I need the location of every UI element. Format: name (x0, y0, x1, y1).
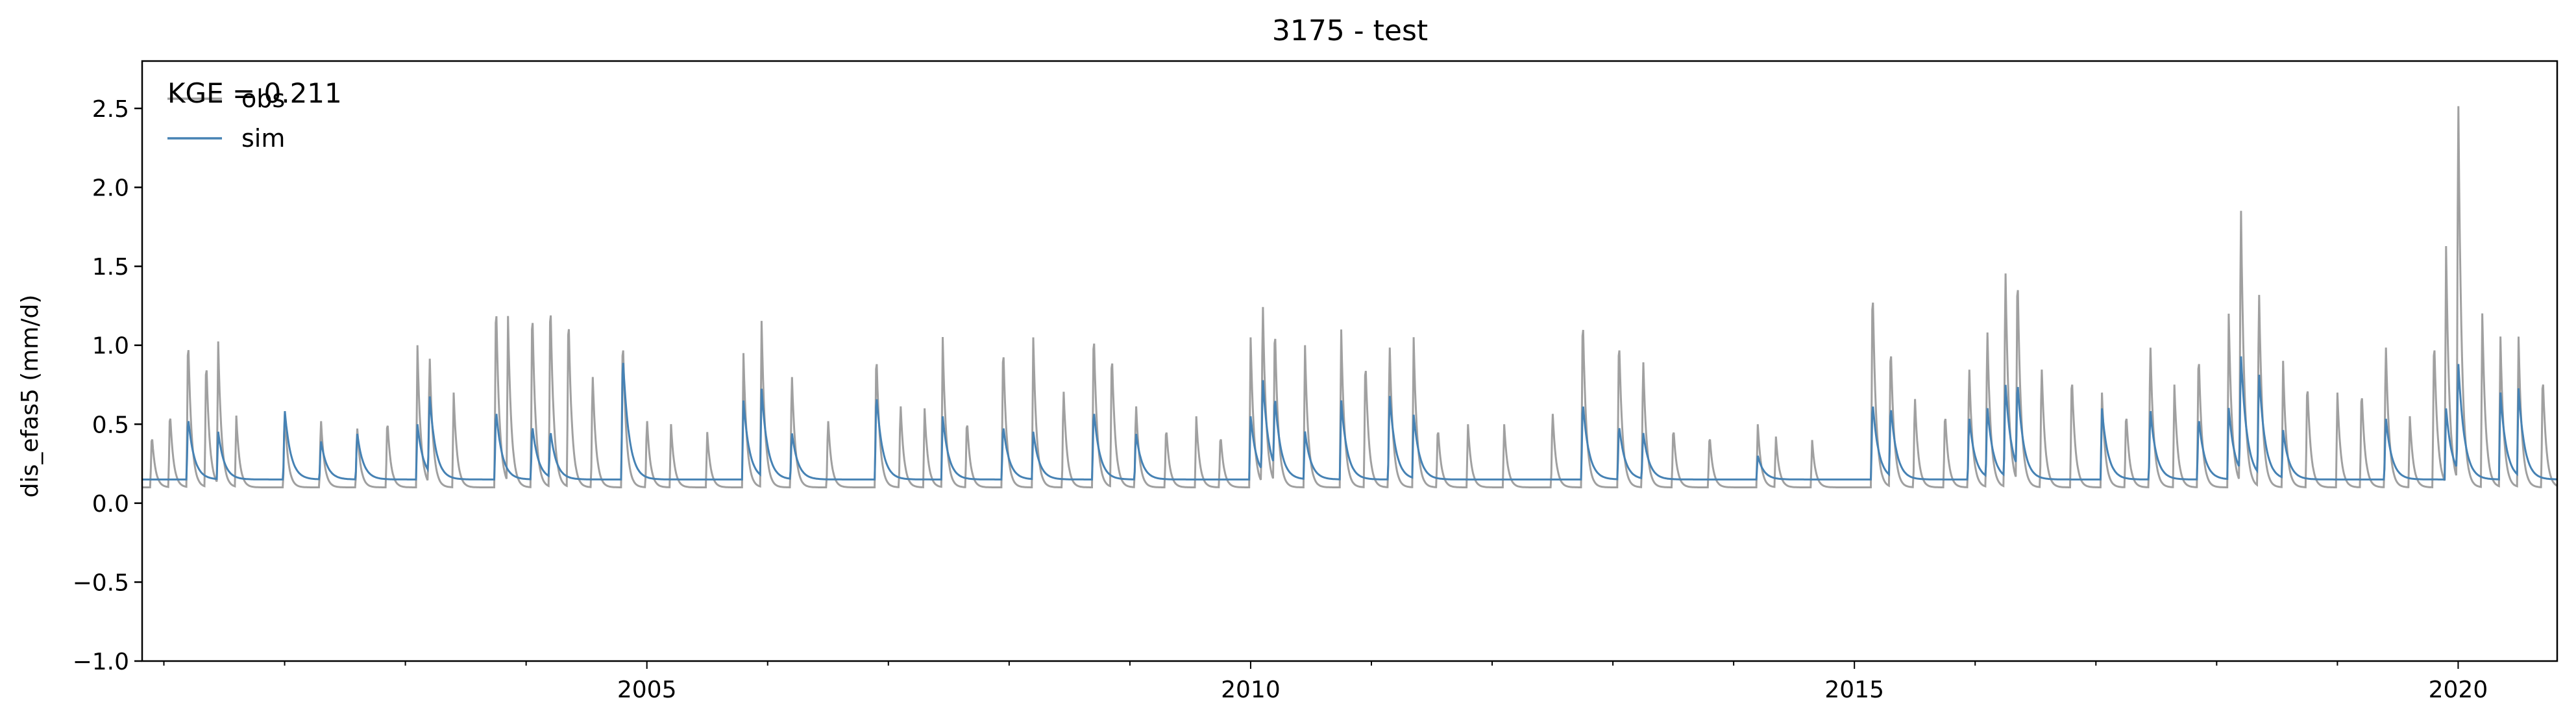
y-tick-label: 0.5 (92, 412, 129, 438)
series-line-sim (142, 356, 2557, 481)
y-tick-label: −0.5 (73, 570, 129, 596)
y-axis-label: dis_efas5 (mm/d) (17, 295, 43, 498)
y-tick-label: 2.0 (92, 175, 129, 202)
x-tick-label: 2005 (617, 677, 677, 703)
y-tick-label: 1.5 (92, 254, 129, 281)
y-tick-label: 0.0 (92, 491, 129, 518)
plot-area (142, 106, 2557, 489)
x-axis-ticks: 2005 2010 2015 2020 (163, 661, 2488, 703)
x-tick-label: 2010 (1221, 677, 1281, 703)
axes-frame (141, 60, 2558, 662)
legend-label-sim: sim (241, 124, 285, 153)
x-tick-label: 2015 (1824, 677, 1884, 703)
chart-title: 3175 - test (1272, 14, 1428, 47)
x-tick-label: 2020 (2429, 677, 2488, 703)
series-layer (142, 106, 2557, 489)
legend-label-obs: obs (241, 84, 285, 113)
legend: obs sim (167, 84, 285, 153)
kge-annotation: KGE = 0.211 (167, 77, 342, 109)
y-tick-label: 2.5 (92, 96, 129, 123)
y-tick-label: −1.0 (73, 649, 129, 675)
y-tick-label: 1.0 (92, 333, 129, 360)
y-axis-ticks: −1.0 −0.5 0.0 0.5 1.0 1.5 2.0 2.5 (73, 96, 142, 675)
